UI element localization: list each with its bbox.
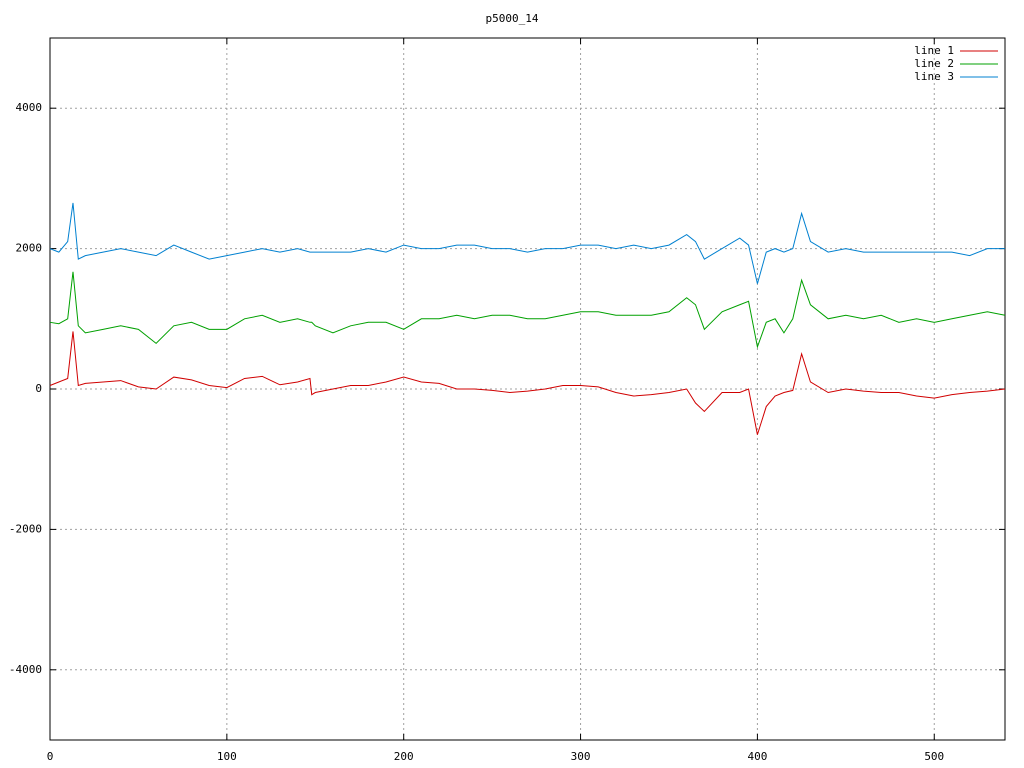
x-tick-label: 200 [394,750,414,763]
x-tick-label: 100 [217,750,237,763]
legend-label: line 1 [914,44,954,57]
data-line [49,271,1006,349]
x-tick-label: 0 [47,750,54,763]
y-tick-label: -4000 [9,663,42,676]
legend-label: line 3 [914,70,954,83]
x-tick-label: 400 [747,750,767,763]
chart-title: p5000_14 [486,12,539,25]
data-line [49,331,1006,435]
y-tick-label: 2000 [16,242,43,255]
data-line [49,202,1005,284]
x-tick-label: 500 [924,750,944,763]
y-tick-label: 4000 [16,101,43,114]
x-tick-label: 300 [571,750,591,763]
y-tick-label: -2000 [9,522,42,535]
legend-label: line 2 [914,57,954,70]
y-tick-label: 0 [35,382,42,395]
